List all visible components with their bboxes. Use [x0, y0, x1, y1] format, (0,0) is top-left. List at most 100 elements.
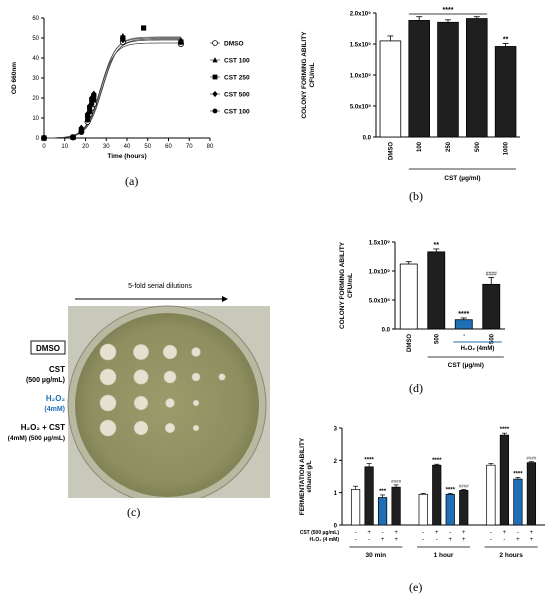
bar	[377, 497, 388, 526]
category-label: 100	[417, 141, 423, 152]
yeast-spot	[192, 424, 200, 432]
panel-label-e: (e)	[409, 580, 423, 594]
y-axis-label-line2: CFU/mL	[347, 273, 354, 298]
h2o2-sign: +	[394, 537, 398, 543]
significance-marker: ****	[500, 427, 510, 433]
y-tick-label: 5.0x10⁸	[369, 299, 390, 305]
category-label: 500	[489, 333, 495, 344]
bar	[486, 464, 496, 526]
fit-curve-cst-100	[44, 37, 181, 139]
cst-sign: -	[449, 530, 451, 536]
bar	[513, 478, 523, 526]
category-label: DMSO	[407, 334, 413, 352]
category-label: 1000	[504, 141, 510, 155]
y-tick-label: 0	[334, 524, 338, 530]
cst-sign: -	[382, 530, 384, 536]
h2o2-label: H₂O₂ (4mM)	[461, 346, 495, 352]
row-label-h2o2: H₂O₂ (4 mM)	[310, 537, 340, 543]
h2o2-sign: +	[448, 537, 452, 543]
cst-sign: +	[503, 530, 507, 536]
yeast-spot	[165, 398, 175, 408]
dmso-box	[30, 340, 66, 355]
significance-marker: ####	[526, 456, 537, 461]
y-tick-label: 1	[334, 491, 338, 497]
data-point	[88, 94, 95, 102]
y-tick-label: 1.0x10⁹	[369, 270, 390, 276]
data-point	[41, 135, 47, 141]
y-tick-label: 1.5x10⁹	[369, 241, 390, 247]
bar	[399, 263, 418, 330]
fit-curve-cst-250	[43, 36, 181, 139]
bar	[482, 283, 501, 330]
legend-label: CST 250	[224, 74, 250, 81]
y-axis-label-line2: CFU/mL	[309, 63, 316, 88]
bar	[526, 462, 537, 526]
y-tick-label: 3	[334, 427, 338, 433]
bar	[364, 466, 374, 526]
colony-forming-chart-b: 0.0 5.0x10⁸ 1.0x10⁹ 1.5x10⁹ 2.0x10⁹ COLONY FO…	[301, 7, 520, 182]
data-point	[86, 102, 93, 110]
fermentation-chart: 0 1 2 3 FERMENTATION ABILITY ethanol g/L CST (…	[299, 427, 545, 559]
bar	[427, 251, 446, 330]
x-tick-label: 20	[82, 144, 89, 150]
group-label: 2 hours	[499, 552, 523, 559]
y-tick-label: 10	[32, 116, 39, 122]
panel-label-b: (b)	[409, 189, 423, 203]
row-label-h2o2: H₂O₂	[46, 394, 66, 403]
bar	[418, 493, 428, 526]
h2o2-sign: -	[503, 537, 505, 543]
significance-marker: ****	[364, 458, 374, 464]
x-tick-label: 40	[124, 144, 131, 150]
legend-label: CST 1000	[224, 108, 250, 115]
x-tick-label: 10	[61, 144, 68, 150]
legend-marker	[212, 74, 218, 80]
y-tick-label: 0.0	[363, 136, 372, 142]
data-point	[70, 134, 76, 140]
y-tick-label: 1.5x10⁹	[350, 43, 371, 49]
y-tick-label: 60	[32, 16, 39, 22]
bar	[445, 493, 455, 526]
dilution-header: 5-fold serial dilutions	[128, 283, 192, 290]
x-tick-label: 30	[103, 144, 110, 150]
legend-label: CST 100	[224, 57, 250, 64]
panel-label-d: (d)	[409, 381, 423, 395]
yeast-spot	[99, 394, 117, 412]
y-tick-label: 0.0	[382, 328, 391, 334]
bar	[494, 46, 517, 138]
data-point	[87, 109, 93, 115]
data-point	[78, 129, 84, 135]
bar	[379, 40, 402, 138]
h2o2-sign: -	[355, 537, 357, 543]
y-tick-label: 1.0x10⁹	[350, 74, 371, 80]
cst-sign: +	[530, 530, 534, 536]
h2o2-sign: -	[422, 537, 424, 543]
significance-marker: ****	[432, 458, 442, 464]
cst-sign: +	[462, 530, 466, 536]
x-axis-label: CST (µg/ml)	[444, 175, 480, 182]
h2o2-sign: +	[530, 537, 534, 543]
yeast-spot	[99, 343, 117, 361]
yeast-spot	[191, 372, 201, 382]
yeast-spot	[218, 373, 226, 381]
h2o2-sign: +	[381, 537, 385, 543]
category-label: 500	[475, 141, 481, 152]
significance-marker: ****	[443, 7, 454, 14]
data-point	[78, 124, 85, 132]
yeast-spot	[133, 344, 149, 360]
significance-marker: ####	[459, 483, 470, 488]
bar	[466, 18, 488, 138]
row-label-cst: CST	[49, 365, 65, 374]
legend-marker	[212, 90, 218, 98]
row-label-h2o2-cst-dose: (4mM) (500 µg/mL)	[8, 435, 65, 442]
cst-sign: +	[367, 530, 371, 536]
colony-forming-chart-d: 0.0 5.0x10⁸ 1.0x10⁹ 1.5x10⁹ COLONY FORMING A…	[339, 241, 505, 369]
panel-label-a: (a)	[125, 174, 139, 188]
yeast-spot	[164, 422, 176, 434]
legend-marker	[212, 108, 218, 114]
bar	[350, 489, 361, 526]
y-axis-label-line1: FERMENTATION ABILITY	[299, 437, 306, 515]
category-label: 500	[434, 333, 440, 344]
legend-marker	[212, 57, 218, 63]
data-point	[178, 39, 184, 45]
y-tick-label: 40	[32, 56, 39, 62]
